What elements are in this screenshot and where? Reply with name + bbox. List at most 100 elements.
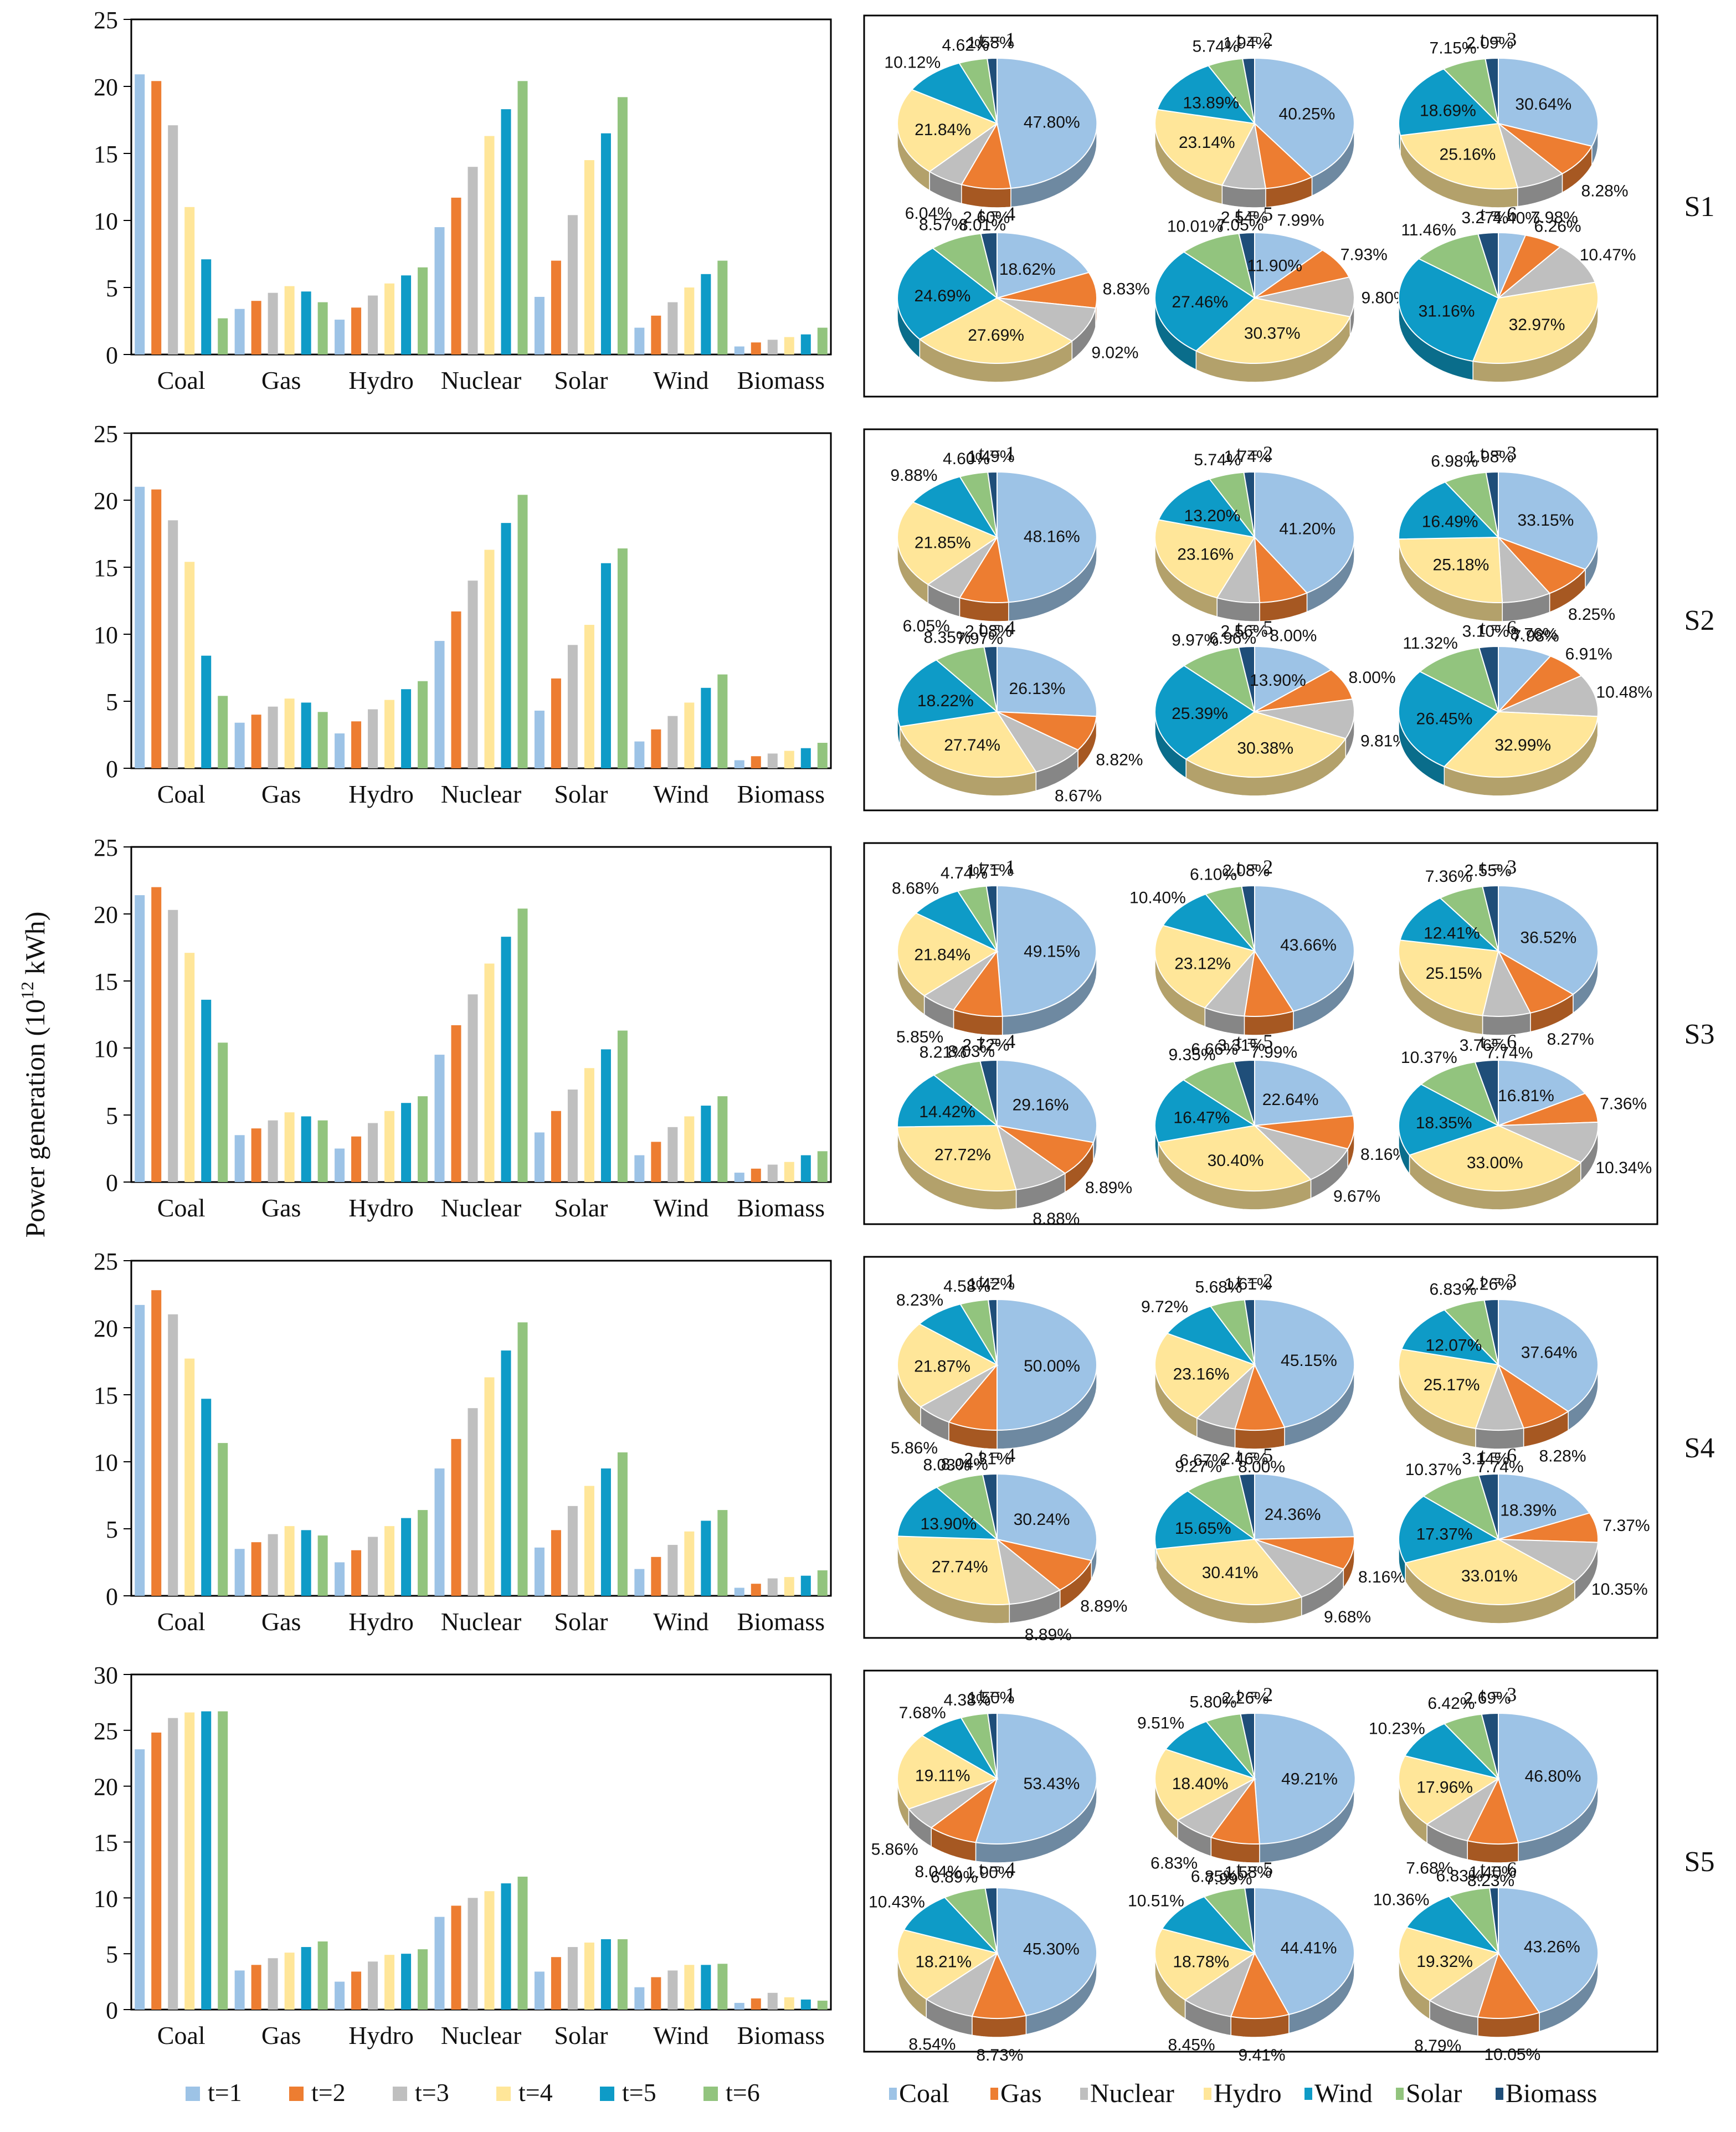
category-label: Nuclear [441,780,522,808]
legend-label: Gas [1000,2079,1042,2108]
pie-data-label: 3.10% [1462,623,1509,641]
category-label: Solar [554,1607,608,1636]
pie-slice-gas [1254,249,1350,299]
pie-slice-gas [1254,536,1308,603]
pie-data-label: 14.42% [919,1103,975,1121]
pie-slice-coal [1254,1712,1356,1845]
pie-slice-coal [1254,1473,1355,1540]
bar-biomass-t1 [734,1588,744,1596]
pie-slice-coal [1254,1059,1354,1127]
pie-data-label: 45.15% [1281,1352,1337,1370]
legend-label: t=2 [311,2078,346,2107]
category-label: Coal [157,1194,206,1222]
bar-nuclear-t3 [468,1898,478,2010]
pie-data-label: 8.23% [1467,1872,1514,1890]
scenario-label: S1 [1684,191,1715,223]
pie-slice-wind [897,1486,999,1540]
pie-data-label: 13.90% [1250,671,1306,690]
pie-title: t = 1 [979,28,1015,50]
bar-gas-t3 [268,1534,278,1596]
pie-data-label: 10.23% [1369,1719,1425,1738]
legend-swatch [393,2087,407,2101]
bar-wind-t6 [717,1964,728,2010]
pie-slice-nuclear [1498,675,1599,717]
pie-slice-coal [1498,57,1599,147]
pie-data-label: 7.99% [1205,1870,1252,1888]
bar-coal-t2 [151,81,162,355]
pie-title: t = 1 [979,442,1015,464]
bar-wind-t2 [651,1977,661,2010]
y-tick-label: 0 [106,1169,118,1196]
bar-charts: 0 5 10 15 20 25 Coal Gas Hydro Nuclear Solar Wind Bi… [94,7,832,2049]
pie-data-label: 33.01% [1461,1567,1518,1585]
pie-title: t = 5 [1236,203,1273,225]
pie-data-label: 15.65% [1175,1519,1231,1538]
pie-slice-biomass [985,885,998,952]
bar-solar-t4 [584,1943,594,2010]
bar-biomass-t6 [817,327,828,355]
pie-slice-biomass [1477,232,1499,299]
pie-data-label: 45.30% [1023,1940,1080,1959]
pie-data-label: 10.05% [1484,2046,1540,2064]
bar-gas-t2 [251,1128,261,1182]
pie-data-label: 7.74% [1486,1044,1533,1062]
pie-data-label: 19.32% [1416,1953,1473,1971]
category-label: Wind [653,1194,708,1222]
bar-hydro-t5 [401,1103,412,1182]
pie-data-label: 8.04% [941,1455,988,1473]
pie-slice-gas [1498,123,1593,174]
bar-gas-t6 [317,1535,328,1596]
category-label: Solar [554,366,608,394]
pie-data-label: 7.15% [1430,39,1477,57]
pie-slice-nuclear [1254,276,1355,317]
pie-data-label: 32.97% [1509,316,1565,334]
bar-hydro-t5 [401,275,412,355]
y-tick-label: 20 [94,487,118,515]
pie-slice-wind [1398,1495,1500,1564]
y-tick-label: 0 [106,1583,118,1610]
bar-hydro-t6 [418,1949,428,2010]
pie-data-label: 2.26% [1222,1689,1269,1707]
pie-slice-gas [1254,122,1313,189]
bar-solar-t6 [617,97,628,355]
bar-gas-t2 [251,1542,261,1596]
pie-slice-nuclear [1252,1124,1349,1180]
bar-nuclear-t2 [451,1025,461,1182]
pie-charts: S147.80%8.01%6.04%21.84%10.12%4.62%1.58%… [863,14,1715,2064]
pie-slice-biomass [987,1298,998,1365]
pie-data-label: 18.40% [1172,1775,1229,1793]
y-tick-label: 0 [106,342,118,369]
pie-slice-wind [1154,665,1256,760]
pie-s3-t=6: 16.81% 7.36% 10.34% 33.00% 18.35% 10.37%3.76%… [1398,1030,1652,1210]
bar-solar-t6 [617,1030,628,1182]
bar-biomass-t2 [751,1998,761,2010]
bar-nuclear-t3 [468,580,478,768]
category-label: Nuclear [441,366,522,394]
pie-data-label: 10.51% [1128,1892,1184,1910]
pie-panel-s1: S1 47.80% 8.01% 6.04% 21.84% 10.12%4.62%1.58%… [863,14,1715,398]
bar-nuclear-t1 [434,1055,445,1182]
pie-s1-t=6: 4.40%6.26% 10.47% 32.97% 31.16% 11.46% 3.27%t… [1398,203,1636,383]
pie-slice-gas [1497,949,1574,1014]
pie-slice-gas [997,271,1097,309]
pie-slice-biomass [1481,1712,1499,1779]
pie-slice-wind [1162,893,1256,952]
bar-gas-t4 [284,1526,295,1596]
pie-s5-t=6: 43.26% 10.05% 8.79% 19.32% 10.36% 6.83%1.40%t… [1373,1858,1599,2064]
pie-slice-wind [903,1897,999,1954]
legend-label: Hydro [1214,2079,1282,2108]
bar-coal-t3 [168,520,178,768]
pie-data-label: 8.68% [892,880,939,898]
pie-slice-wind [911,62,999,125]
pie-slice-coal [1254,645,1332,713]
pie-slice-hydro [896,1124,1017,1191]
pie-slice-hydro [1157,1124,1312,1192]
bar-wind-t1 [634,1155,645,1182]
bar-solar-t1 [534,710,545,768]
pie-title: t = 3 [1480,856,1517,878]
y-tick-label: 10 [94,1885,118,1912]
pie-data-label: 2.46% [1221,1450,1268,1468]
pie-data-label: 4.38% [943,1691,990,1709]
bar-wind-t5 [701,687,711,768]
bar-chart-s5: 0 5 10 15 20 25 30 Coal Gas Hydro Nuclear Solar Wind… [94,1662,832,2049]
